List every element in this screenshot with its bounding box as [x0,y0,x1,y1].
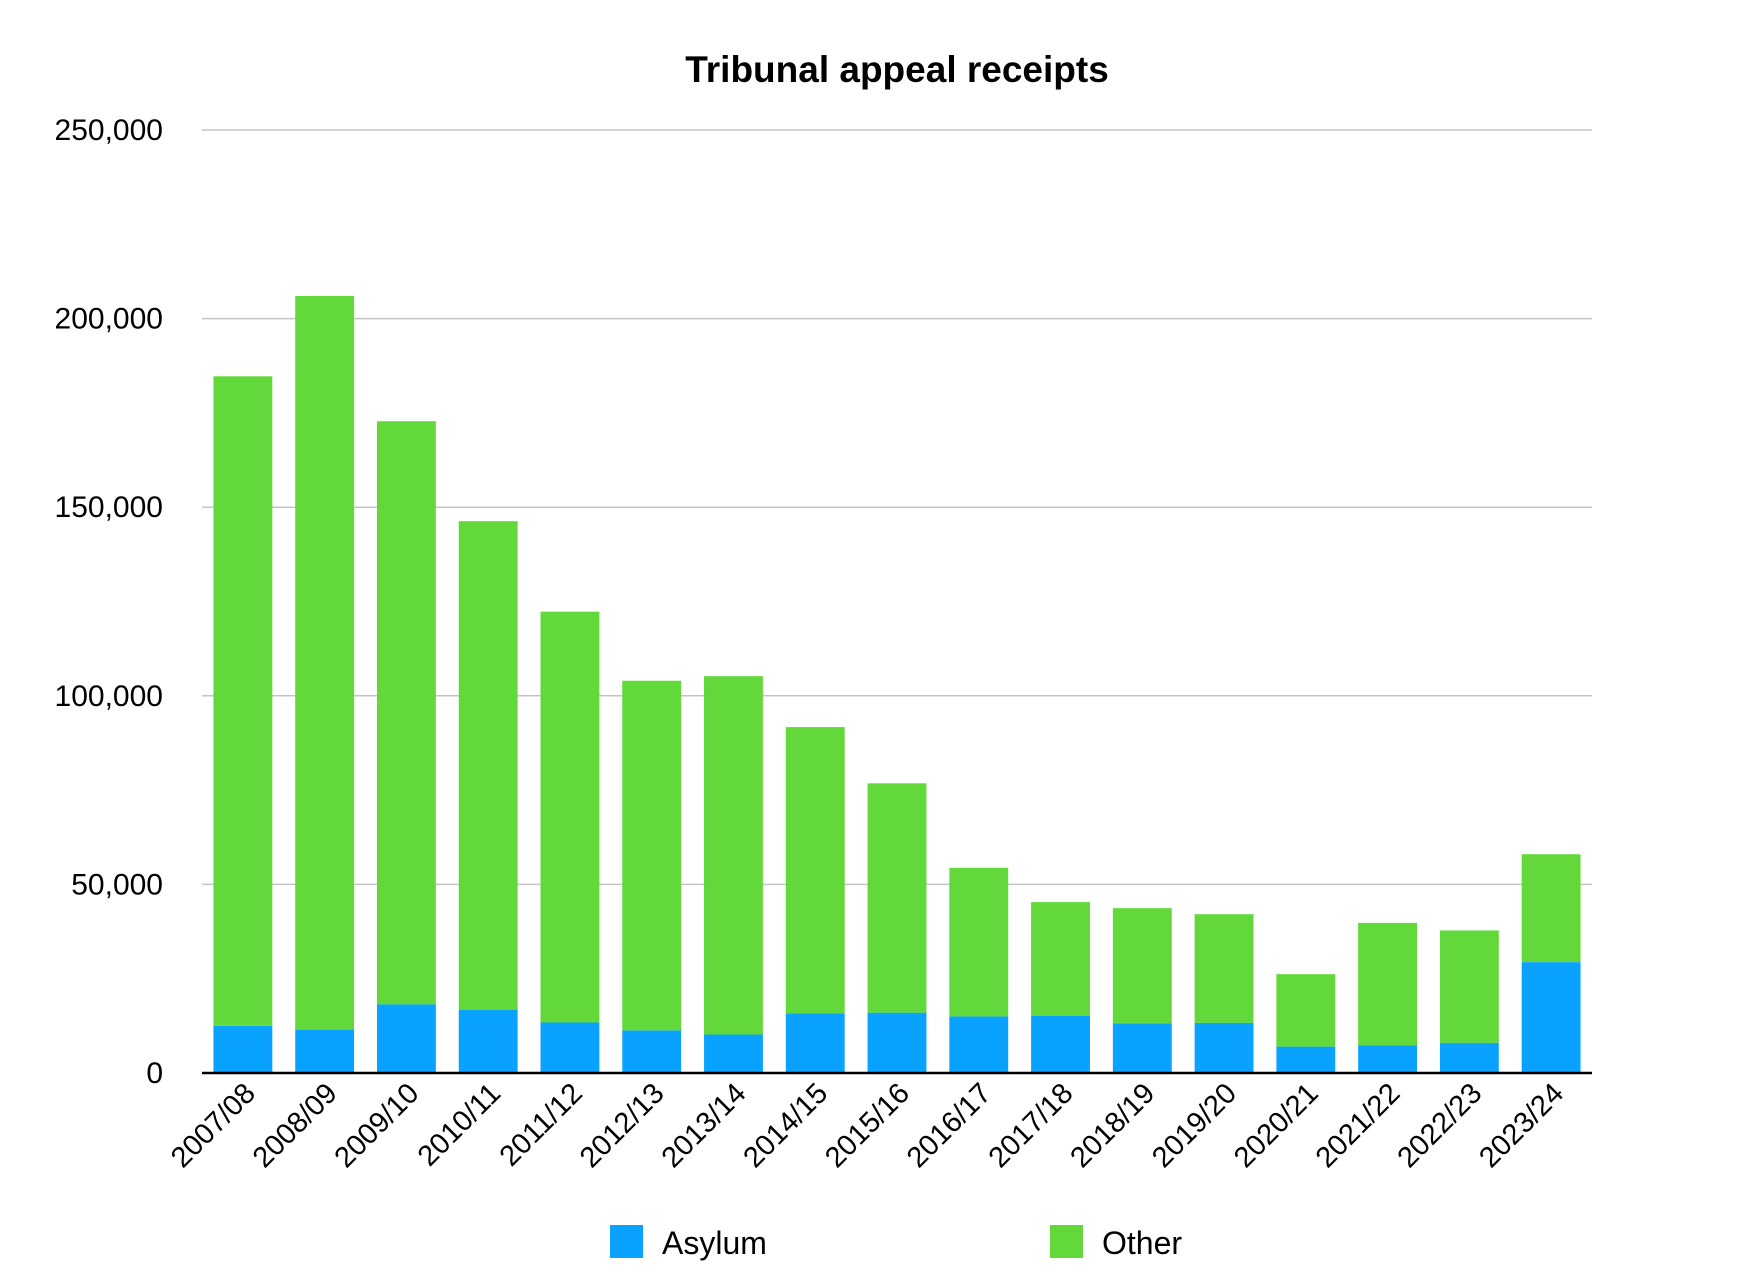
x-tick-label: 2023/24 [1473,1077,1570,1174]
legend-label-asylum: Asylum [662,1225,767,1261]
bar-other-2008-09 [295,295,355,1030]
y-tick-label: 50,000 [71,868,163,901]
legend: Asylum Other [610,1225,1182,1261]
bar-asylum-2015-16 [867,1012,927,1073]
x-axis-ticks: 2007/082008/092009/102010/112011/122012/… [165,1077,1570,1174]
y-tick-label: 150,000 [55,491,163,524]
bar-other-2007-08 [213,376,273,1026]
x-tick-label: 2022/23 [1392,1077,1489,1174]
bar-other-2022-23 [1439,930,1499,1043]
legend-label-other: Other [1102,1225,1182,1261]
bar-other-2019-20 [1194,914,1254,1023]
legend-swatch-other [1050,1225,1083,1258]
bar-other-2012-13 [622,680,682,1031]
bar-other-2009-10 [376,421,436,1005]
bar-asylum-2023-24 [1521,962,1581,1073]
bar-other-2023-24 [1521,854,1581,963]
bar-asylum-2007-08 [213,1025,273,1073]
x-tick-label: 2010/11 [412,1077,507,1172]
bar-other-2021-22 [1358,922,1418,1046]
x-tick-label: 2013/14 [656,1077,753,1174]
bars [213,295,1581,1073]
x-tick-label: 2014/15 [737,1077,834,1174]
bar-other-2010-11 [458,521,518,1010]
x-tick-label: 2020/21 [1228,1077,1325,1174]
bar-asylum-2022-23 [1439,1042,1499,1073]
x-tick-label: 2016/17 [901,1077,998,1174]
bar-other-2020-21 [1276,974,1336,1047]
x-tick-label: 2011/12 [494,1077,589,1172]
x-tick-label: 2021/22 [1310,1077,1407,1174]
x-tick-label: 2018/19 [1064,1077,1161,1174]
bar-other-2015-16 [867,783,927,1013]
bar-other-2018-19 [1112,908,1172,1024]
x-tick-label: 2019/20 [1146,1077,1243,1174]
y-axis-ticks: 0 50,000 100,000 150,000 200,000 250,000 [55,114,163,1090]
bar-other-2016-17 [949,867,1009,1017]
legend-swatch-asylum [610,1225,643,1258]
bar-asylum-2010-11 [458,1009,518,1073]
bar-asylum-2021-22 [1358,1045,1418,1073]
bar-asylum-2019-20 [1194,1022,1254,1073]
bar-asylum-2020-21 [1276,1046,1336,1073]
x-tick-label: 2017/18 [983,1077,1080,1174]
x-tick-label: 2009/10 [329,1077,426,1174]
y-tick-label: 100,000 [55,680,163,713]
bar-other-2013-14 [704,676,763,1035]
x-tick-label: 2012/13 [574,1077,671,1174]
bar-asylum-2017-18 [1031,1015,1090,1073]
y-tick-label: 250,000 [55,114,163,147]
bar-asylum-2008-09 [295,1029,355,1073]
bar-asylum-2014-15 [785,1013,845,1073]
x-tick-label: 2007/08 [165,1077,262,1174]
chart-title: Tribunal appeal receipts [685,49,1109,90]
bar-asylum-2018-19 [1112,1023,1172,1073]
bar-asylum-2012-13 [622,1030,682,1073]
bar-other-2014-15 [785,727,845,1014]
x-tick-label: 2015/16 [819,1077,916,1174]
y-tick-label: 200,000 [55,303,163,336]
bar-asylum-2009-10 [376,1004,436,1073]
bar-asylum-2013-14 [704,1034,763,1073]
x-tick-label: 2008/09 [247,1077,344,1174]
bar-other-2011-12 [540,611,600,1023]
bar-asylum-2011-12 [540,1022,600,1073]
y-tick-label: 0 [146,1057,163,1090]
bar-asylum-2016-17 [949,1016,1009,1073]
bar-other-2017-18 [1031,902,1090,1016]
